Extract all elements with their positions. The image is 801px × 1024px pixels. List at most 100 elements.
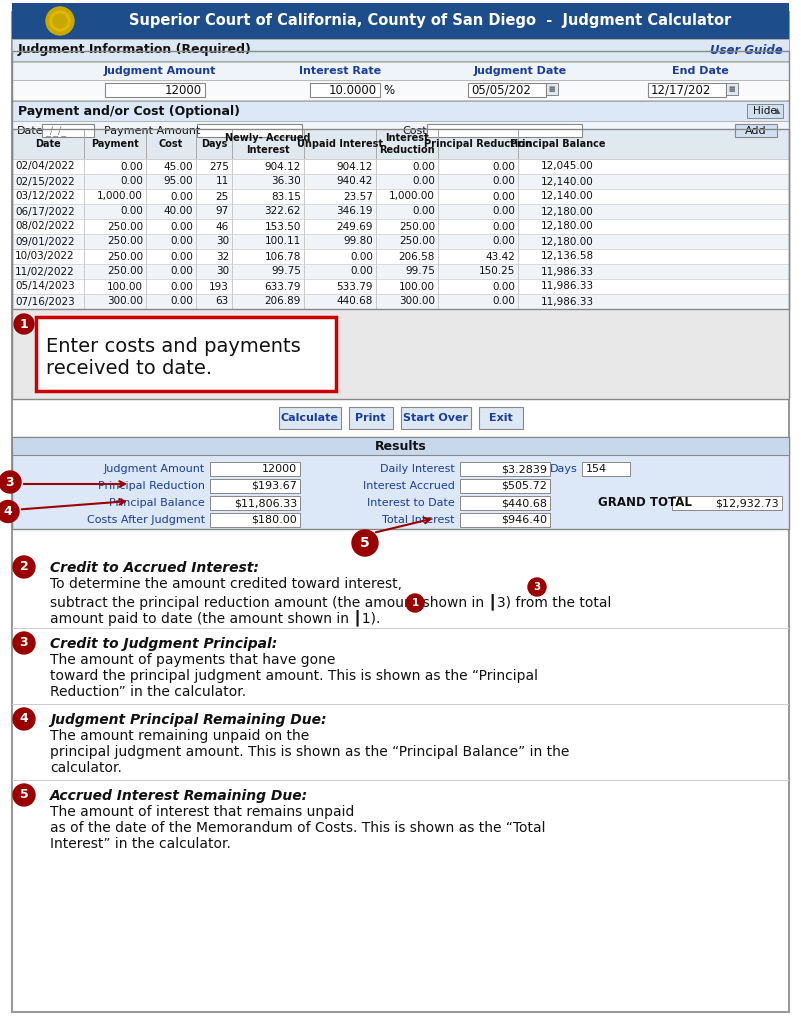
Bar — [12, 174, 789, 189]
Text: _/_/_: _/_/_ — [45, 125, 66, 136]
Text: 0.00: 0.00 — [492, 191, 515, 202]
Circle shape — [13, 708, 35, 730]
Bar — [747, 104, 783, 118]
Text: Days: Days — [201, 139, 227, 150]
Bar — [672, 496, 782, 510]
Text: 3: 3 — [6, 475, 14, 488]
Text: 99.80: 99.80 — [344, 237, 373, 247]
Circle shape — [13, 784, 35, 806]
Text: Cost: Cost — [402, 126, 427, 135]
Bar — [197, 124, 302, 137]
Text: 99.75: 99.75 — [405, 266, 435, 276]
Text: 10/03/2022: 10/03/2022 — [15, 252, 74, 261]
Text: Principal Reduction: Principal Reduction — [98, 481, 205, 490]
Bar — [210, 462, 300, 476]
Text: 08/02/2022: 08/02/2022 — [15, 221, 74, 231]
Text: 45.00: 45.00 — [163, 162, 193, 171]
Text: 275: 275 — [209, 162, 229, 171]
Text: $12,932.73: $12,932.73 — [715, 498, 779, 508]
Text: 904.12: 904.12 — [264, 162, 301, 171]
Text: 0.00: 0.00 — [170, 266, 193, 276]
Text: 5: 5 — [360, 536, 370, 550]
Text: $193.67: $193.67 — [252, 481, 297, 490]
Text: $11,806.33: $11,806.33 — [234, 498, 297, 508]
Bar — [12, 437, 789, 455]
Text: Unpaid Interest: Unpaid Interest — [297, 139, 383, 150]
Text: Cost: Cost — [159, 139, 183, 150]
Text: Results: Results — [375, 439, 427, 453]
Text: 100.00: 100.00 — [107, 282, 143, 292]
Bar — [105, 83, 205, 97]
Text: Interest Accrued: Interest Accrued — [363, 481, 455, 490]
Circle shape — [14, 314, 34, 334]
Text: Enter costs and payments: Enter costs and payments — [46, 337, 300, 355]
Text: 4: 4 — [4, 505, 12, 518]
Text: 25: 25 — [215, 191, 229, 202]
Text: calculator.: calculator. — [50, 761, 122, 775]
Text: Start Over: Start Over — [403, 413, 468, 423]
Text: 0.00: 0.00 — [170, 191, 193, 202]
Text: Credit to Judgment Principal:: Credit to Judgment Principal: — [50, 637, 277, 651]
Text: 0.00: 0.00 — [492, 237, 515, 247]
Circle shape — [50, 11, 70, 31]
Text: 0.00: 0.00 — [413, 207, 435, 216]
Text: received to date.: received to date. — [46, 358, 212, 378]
Text: 05/14/2023: 05/14/2023 — [15, 282, 74, 292]
Text: 1,000.00: 1,000.00 — [389, 191, 435, 202]
Bar — [210, 496, 300, 510]
Text: 36.30: 36.30 — [272, 176, 301, 186]
Text: 633.79: 633.79 — [264, 282, 301, 292]
Text: 03/12/2022: 03/12/2022 — [15, 191, 74, 202]
Text: Interest
Reduction: Interest Reduction — [379, 133, 435, 155]
Text: 3: 3 — [533, 582, 541, 592]
Text: 12/17/202: 12/17/202 — [651, 84, 711, 96]
Text: 0.00: 0.00 — [170, 237, 193, 247]
Text: ▦: ▦ — [729, 86, 735, 92]
Text: 0.00: 0.00 — [492, 282, 515, 292]
Bar — [42, 124, 94, 137]
Text: 0.00: 0.00 — [492, 297, 515, 306]
Text: 99.75: 99.75 — [271, 266, 301, 276]
Bar — [210, 513, 300, 527]
Text: Newly- Accrued
Interest: Newly- Accrued Interest — [225, 133, 311, 155]
Text: 154: 154 — [586, 464, 607, 474]
Text: 95.00: 95.00 — [163, 176, 193, 186]
Bar — [348, 407, 392, 429]
Bar — [460, 513, 550, 527]
Text: 346.19: 346.19 — [336, 207, 373, 216]
Bar — [12, 159, 789, 174]
Text: Add: Add — [745, 126, 767, 135]
Text: Principal Balance: Principal Balance — [509, 139, 606, 150]
Bar — [468, 83, 546, 97]
Circle shape — [13, 632, 35, 654]
Text: 30: 30 — [216, 266, 229, 276]
Text: 32: 32 — [215, 252, 229, 261]
Circle shape — [0, 471, 21, 493]
Text: 153.50: 153.50 — [264, 221, 301, 231]
Text: $3.2839: $3.2839 — [501, 464, 547, 474]
Text: 12,140.00: 12,140.00 — [541, 176, 594, 186]
Bar — [12, 204, 789, 219]
Bar — [427, 124, 582, 137]
Text: 904.12: 904.12 — [336, 162, 373, 171]
Text: %: % — [383, 84, 394, 96]
Bar — [12, 121, 789, 140]
Text: Calculate: Calculate — [280, 413, 339, 423]
Text: Superior Court of California, County of San Diego  -  Judgment Calculator: Superior Court of California, County of … — [129, 13, 731, 29]
Text: 250.00: 250.00 — [107, 237, 143, 247]
Text: 250.00: 250.00 — [107, 252, 143, 261]
Text: ▦: ▦ — [549, 86, 555, 92]
Circle shape — [352, 530, 378, 556]
Bar — [12, 39, 789, 61]
Text: 0.00: 0.00 — [170, 297, 193, 306]
Text: 40.00: 40.00 — [163, 207, 193, 216]
Text: 1: 1 — [20, 317, 28, 331]
Text: 12000: 12000 — [262, 464, 297, 474]
Text: 23.57: 23.57 — [343, 191, 373, 202]
Text: Print: Print — [356, 413, 386, 423]
Text: ▲: ▲ — [774, 106, 780, 116]
Text: 02/15/2022: 02/15/2022 — [15, 176, 74, 186]
Text: The amount of payments that have gone: The amount of payments that have gone — [50, 653, 336, 667]
Text: 250.00: 250.00 — [399, 237, 435, 247]
Text: 12,180.00: 12,180.00 — [541, 207, 594, 216]
